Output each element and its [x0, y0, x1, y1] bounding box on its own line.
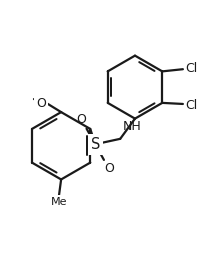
Text: S: S	[91, 137, 100, 152]
Text: Me: Me	[51, 197, 67, 207]
Text: Cl: Cl	[185, 62, 197, 75]
Text: O: O	[104, 162, 114, 175]
Text: methoxy: methoxy	[32, 102, 38, 103]
Text: O: O	[36, 97, 46, 110]
Text: O: O	[76, 113, 86, 126]
Text: NH: NH	[122, 120, 141, 133]
Text: O: O	[36, 97, 46, 110]
Text: Cl: Cl	[185, 98, 197, 112]
